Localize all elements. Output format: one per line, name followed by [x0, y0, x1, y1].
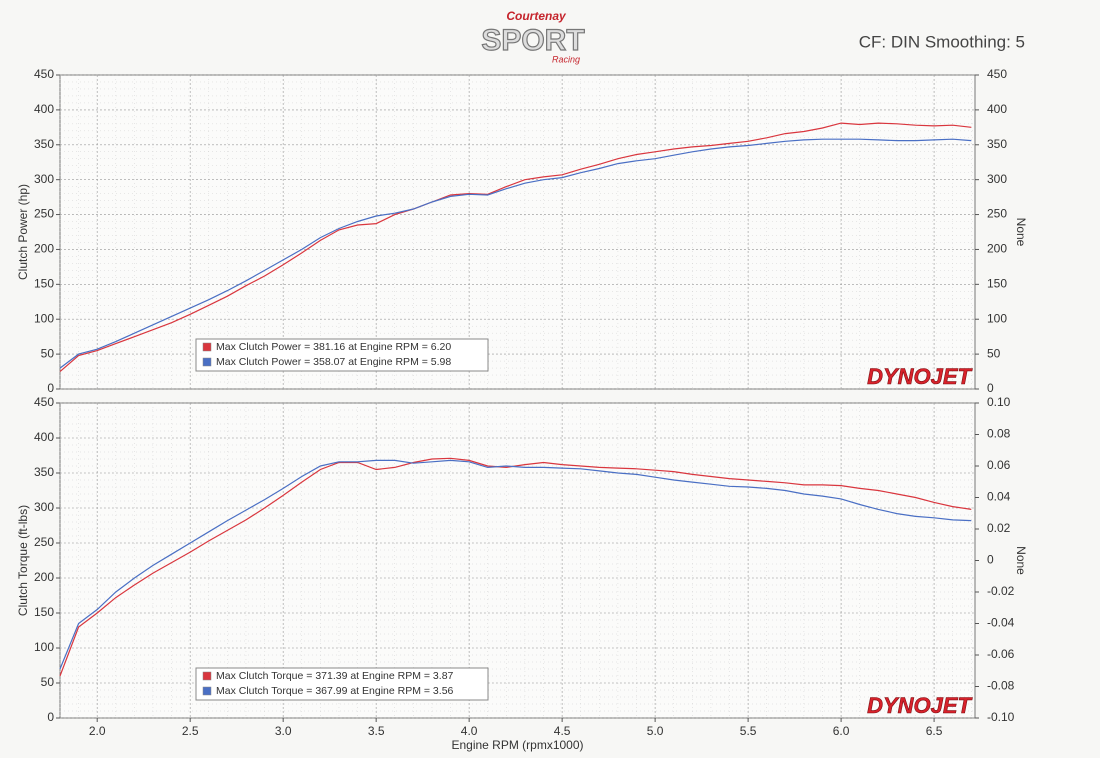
legend-label: Max Clutch Torque = 371.39 at Engine RPM… — [216, 670, 454, 682]
y-tick-label: 300 — [34, 500, 54, 514]
y-tick-label: 150 — [34, 277, 54, 291]
y-axis-label: Clutch Torque (ft-lbs) — [16, 505, 30, 616]
y-axis-label: Clutch Power (hp) — [16, 184, 30, 280]
x-tick-label: 4.0 — [461, 724, 478, 738]
y2-tick-label: 100 — [987, 311, 1007, 325]
y2-axis-label: None — [1014, 218, 1028, 247]
x-tick-label: 3.5 — [368, 724, 385, 738]
logo-main: SPORT — [481, 24, 584, 57]
y-tick-label: 450 — [34, 395, 54, 409]
series-line — [59, 138, 972, 369]
y2-tick-label: 0.06 — [987, 458, 1011, 472]
legend-box — [195, 338, 489, 372]
y2-tick-label: 0.02 — [987, 521, 1011, 535]
y-tick-label: 250 — [34, 535, 54, 549]
x-tick-label: 6.5 — [926, 724, 943, 738]
legend-swatch — [202, 342, 212, 352]
y-tick-label: 50 — [41, 675, 55, 689]
y-tick-label: 400 — [34, 102, 54, 116]
y-tick-label: 350 — [34, 137, 54, 151]
legend-label: Max Clutch Power = 381.16 at Engine RPM … — [216, 341, 451, 353]
logo-top: Courtenay — [506, 9, 567, 23]
legend-swatch — [202, 686, 212, 696]
y2-tick-label: 350 — [987, 137, 1007, 151]
y-tick-label: 0 — [47, 381, 54, 395]
x-tick-label: 2.5 — [182, 724, 199, 738]
y-tick-label: 100 — [34, 640, 54, 654]
y-tick-label: 300 — [34, 172, 54, 186]
x-tick-label: 6.0 — [833, 724, 850, 738]
x-tick-label: 5.0 — [647, 724, 664, 738]
legend-swatch — [202, 671, 212, 681]
y2-tick-label: 0.04 — [987, 490, 1011, 504]
y2-tick-label: 0.08 — [987, 427, 1011, 441]
y-tick-label: 200 — [34, 242, 54, 256]
y2-tick-label: 450 — [987, 67, 1007, 81]
y-tick-label: 150 — [34, 605, 54, 619]
x-tick-label: 5.5 — [740, 724, 757, 738]
y2-tick-label: 250 — [987, 207, 1007, 221]
x-axis-label: Engine RPM (rpmx1000) — [451, 738, 583, 752]
y-tick-label: 50 — [41, 346, 55, 360]
y2-tick-label: 200 — [987, 242, 1007, 256]
x-tick-label: 3.0 — [275, 724, 292, 738]
legend: Max Clutch Power = 381.16 at Engine RPM … — [195, 338, 489, 372]
series-line — [59, 459, 972, 670]
y2-tick-label: 400 — [987, 102, 1007, 116]
y2-tick-label: 50 — [987, 346, 1001, 360]
y2-tick-label: 300 — [987, 172, 1007, 186]
watermark: DYNOJET — [867, 693, 972, 718]
series-line — [59, 457, 972, 677]
legend-label: Max Clutch Power = 358.07 at Engine RPM … — [216, 356, 451, 368]
y2-tick-label: -0.08 — [987, 679, 1015, 693]
y2-tick-label: -0.06 — [987, 647, 1015, 661]
header-info: CF: DIN Smoothing: 5 — [859, 32, 1025, 51]
y2-tick-label: 0 — [987, 553, 994, 567]
y2-tick-label: -0.04 — [987, 616, 1015, 630]
logo: Courtenay SPORT Racing — [481, 9, 586, 64]
y-tick-label: 100 — [34, 311, 54, 325]
y-tick-label: 0 — [47, 710, 54, 724]
y2-tick-label: -0.02 — [987, 584, 1015, 598]
y-tick-label: 350 — [34, 465, 54, 479]
y2-axis-label: None — [1014, 546, 1028, 575]
legend: Max Clutch Torque = 371.39 at Engine RPM… — [195, 667, 489, 701]
y-tick-label: 400 — [34, 430, 54, 444]
y2-tick-label: 150 — [987, 277, 1007, 291]
legend-box — [195, 667, 489, 701]
series-line — [59, 122, 972, 373]
y2-tick-label: -0.10 — [987, 710, 1015, 724]
logo-sub: Racing — [552, 54, 580, 64]
x-tick-label: 2.0 — [89, 724, 106, 738]
y2-tick-label: 0.10 — [987, 395, 1011, 409]
legend-swatch — [202, 357, 212, 367]
watermark: DYNOJET — [867, 364, 972, 389]
x-tick-label: 4.5 — [554, 724, 571, 738]
y-tick-label: 200 — [34, 570, 54, 584]
y-tick-label: 250 — [34, 207, 54, 221]
y2-tick-label: 0 — [987, 381, 994, 395]
y-tick-label: 450 — [34, 67, 54, 81]
legend-label: Max Clutch Torque = 367.99 at Engine RPM… — [216, 685, 454, 697]
